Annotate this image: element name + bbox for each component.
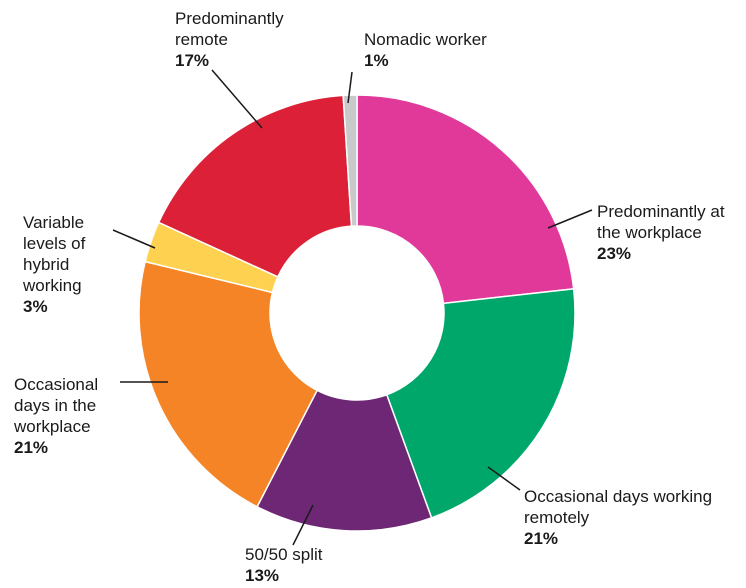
leader-line [347,71,353,104]
leader-line [487,466,521,491]
segment-label: Predominantly at the workplace 23% [597,201,727,264]
donut-segment [342,94,358,227]
category-name: Variable levels of hybrid working [23,213,86,295]
leader-line [211,69,263,129]
value-label: 1% [364,51,389,70]
category-name: 50/50 split [245,545,323,564]
value-label: 3% [23,297,48,316]
category-name: Predominantly at the workplace [597,202,725,242]
donut-segment [356,94,575,305]
value-label: 21% [524,529,559,548]
value-label: 13% [245,566,280,585]
donut-segment [138,260,319,508]
segment-label: Predominantly remote 17% [175,8,310,71]
segment-label: Occasional days in the workplace 21% [14,374,119,458]
segment-label: 50/50 split 13% [245,544,365,586]
category-name: Occasional days in the workplace [14,375,99,436]
value-label: 17% [175,51,210,70]
category-name: Predominantly remote [175,9,284,49]
donut-segment [157,94,353,278]
donut-segment [385,288,576,519]
leader-line [292,504,314,546]
leader-line [112,229,156,249]
segment-label: Variable levels of hybrid working 3% [23,212,108,317]
category-name: Nomadic worker [364,30,487,49]
value-label: 21% [14,438,49,457]
segment-label: Occasional days working remotely 21% [524,486,714,549]
category-name: Occasional days working remotely [524,487,713,527]
donut-segment [256,389,433,532]
value-label: 23% [597,244,632,263]
segment-label: Nomadic worker 1% [364,29,564,71]
leader-line [547,209,593,229]
